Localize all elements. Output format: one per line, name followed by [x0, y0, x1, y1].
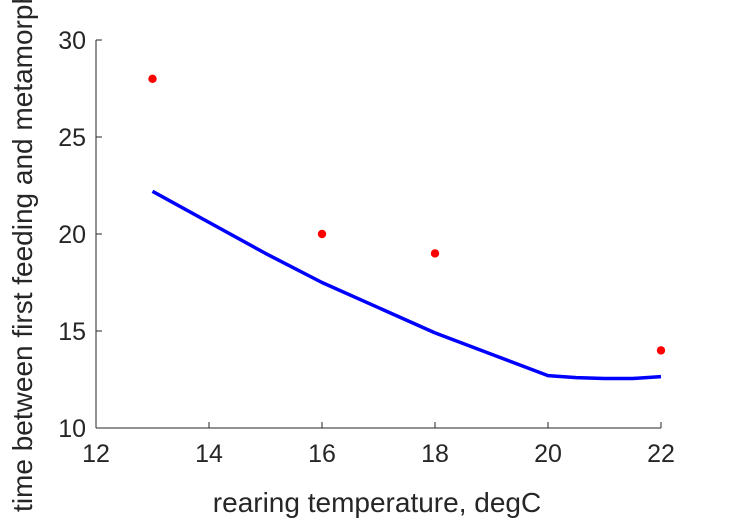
- model-line-layer: [151, 189, 662, 381]
- data-point: [656, 346, 666, 355]
- y-tick-label: 10: [58, 415, 86, 443]
- x-tick-label: 18: [421, 440, 449, 468]
- y-tick-label: 30: [58, 27, 86, 55]
- x-axis-label: rearing temperature, degC: [213, 487, 541, 518]
- data-point: [148, 74, 157, 84]
- y-tick-label: 15: [58, 318, 86, 346]
- x-tick-label: 20: [534, 440, 562, 468]
- x-tick-label: 12: [82, 440, 110, 468]
- model-line: [151, 189, 662, 381]
- axes: 12 14 16 18 20 22 10 15 20 25 30: [58, 27, 675, 468]
- y-tick-label: 25: [58, 124, 86, 152]
- x-tick-label: 22: [647, 440, 675, 468]
- data-point: [317, 229, 327, 239]
- y-tick-label: 20: [58, 221, 86, 249]
- x-tick-label: 16: [308, 440, 336, 468]
- y-axis-label: time between first feeding and metamorph…: [7, 0, 38, 512]
- observed-points-layer: [148, 74, 666, 355]
- data-point: [430, 249, 440, 258]
- x-tick-label: 14: [195, 440, 223, 468]
